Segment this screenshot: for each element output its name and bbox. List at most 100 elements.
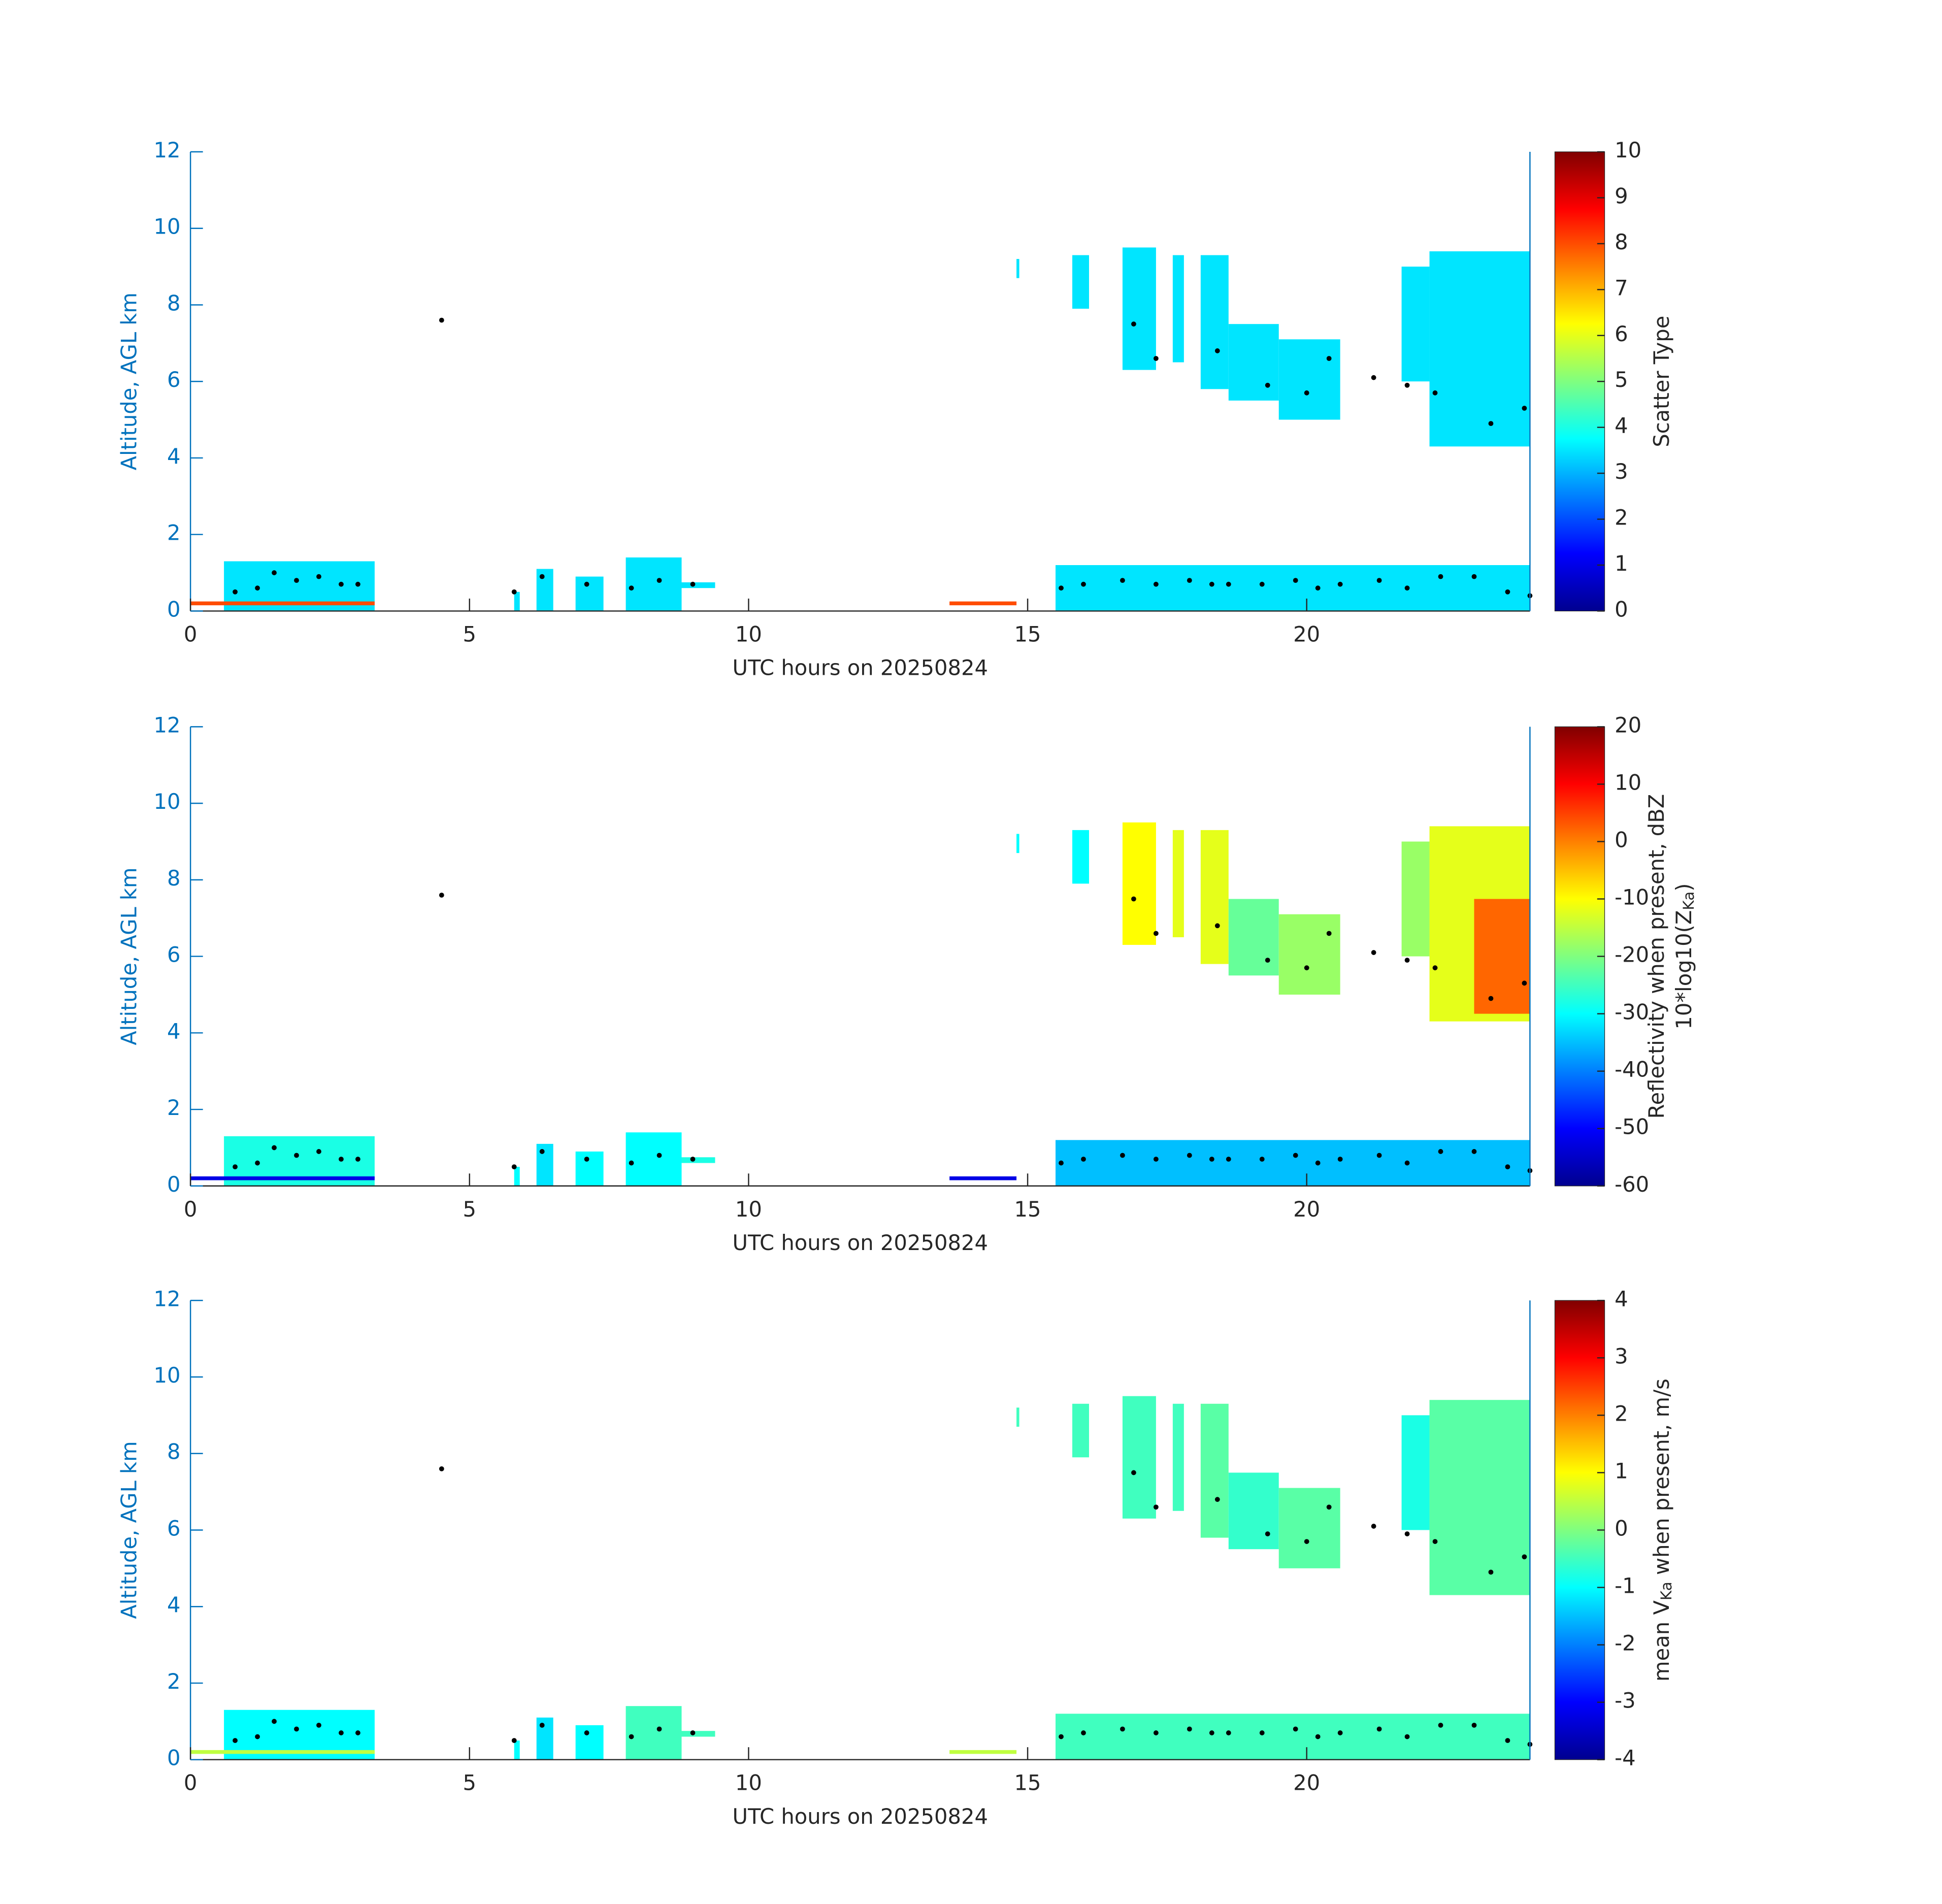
colorbar-label-part: Scatter Type [1649,316,1674,447]
cloud-base-point [629,585,634,591]
cloud-base-point [1376,1153,1382,1158]
colorbar-tick-label: -30 [1615,1000,1649,1025]
cloud-base-point [294,578,299,583]
x-axis-label: UTC hours on 20250824 [733,1230,988,1255]
data-cell [1122,1396,1156,1519]
colorbar-tick-label: 4 [1615,1286,1628,1311]
cloud-base-point [1432,390,1438,396]
cloud-base-point [272,570,277,575]
cloud-base-point [233,589,238,595]
cloud-base-point [1214,923,1220,929]
y-tick-label: 2 [167,1095,181,1120]
colorbar-tick-label: 10 [1615,138,1641,162]
y-tick-label: 8 [167,1439,181,1464]
cloud-base-point [1432,965,1438,971]
data-cell [681,1731,715,1737]
cloud-base-point [355,1730,360,1735]
data-cell [190,1176,375,1180]
colorbar-tick-label: 0 [1615,827,1628,852]
cloud-base-point [316,574,321,579]
y-tick-label: 2 [167,1669,181,1694]
x-axis-label: UTC hours on 20250824 [733,1804,988,1829]
colorbar-label-part: Ka [1658,1582,1675,1600]
colorbar-tick-label: 6 [1615,321,1628,346]
data-cell [1429,1400,1530,1595]
colorbar-tick-label: 3 [1615,1343,1628,1368]
cloud-base-point [690,1730,696,1735]
data-cell [949,1750,1017,1754]
colorbar-tick-label: 3 [1615,459,1628,484]
y-tick-label: 6 [167,1516,181,1540]
cloud-base-point [1153,931,1159,936]
data-cell [626,1132,682,1186]
cloud-base-point [439,1466,444,1471]
cloud-base-point [1326,356,1332,361]
x-tick-label: 0 [184,1197,198,1222]
cloud-base-point [1522,1554,1527,1560]
data-cell [626,1706,682,1760]
cloud-base-point [355,1157,360,1162]
data-cell [681,582,715,588]
colorbar-label: mean VKa when present, m/s [1649,1378,1675,1682]
y-tick-label: 4 [167,444,181,469]
data-cell [514,592,520,611]
colorbar-label: Reflectivity when present, dBZ [1644,794,1669,1119]
cloud-base-point [233,1164,238,1170]
cloud-base-point [1153,1504,1159,1510]
data-cell [1200,1403,1229,1538]
y-tick-label: 10 [154,1363,181,1388]
colorbar-tick-label: -50 [1615,1114,1649,1139]
cloud-base-point [1438,1149,1443,1154]
data-cell [1122,247,1156,370]
colorbar-tick-label: 1 [1615,551,1628,576]
y-tick-label: 12 [154,712,181,737]
cloud-base-point [355,581,360,587]
y-tick-label: 12 [154,138,181,162]
x-tick-label: 5 [463,1197,477,1222]
cloud-base-point [1131,896,1136,902]
cloud-base-point [1226,1730,1231,1735]
data-cell [1401,841,1430,957]
cloud-base-point [1438,574,1443,579]
cloud-base-point [272,1719,277,1724]
data-cell [1278,1488,1340,1568]
cloud-base-point [690,581,696,587]
colorbar-tick-label: -4 [1615,1746,1636,1770]
colorbar-tick-label: 9 [1615,183,1628,208]
cloud-base-point [1488,421,1494,426]
colorbar-tick-label: 5 [1615,367,1628,392]
data-cell [1016,259,1019,278]
data-cell [190,1750,375,1754]
cloud-base-point [1404,382,1410,388]
cloud-base-point [1326,931,1332,936]
data-cell [949,601,1017,606]
data-cell [1172,830,1184,937]
colorbar-label: 10*log10(ZKa) [1671,883,1697,1030]
y-tick-label: 0 [167,1746,181,1770]
x-tick-label: 20 [1293,1197,1320,1222]
cloud-base-point [1187,1153,1192,1158]
cloud-base-point [511,1738,517,1743]
colorbar-tick-label: 20 [1615,712,1641,737]
colorbar-label-part: when present, m/s [1649,1378,1674,1582]
data-cell [1429,251,1530,447]
data-cell [575,1151,604,1186]
cloud-base-point [1153,356,1159,361]
data-cell [1056,565,1530,611]
cloud-base-point [1259,581,1265,587]
cloud-base-point [539,1149,545,1154]
cloud-base-point [294,1726,299,1732]
data-cell [1172,1403,1184,1511]
cloud-base-point [1081,1157,1086,1162]
data-cell [575,576,604,611]
cloud-base-point [539,1722,545,1728]
cloud-base-point [584,1157,589,1162]
colorbar-tick-label: -40 [1615,1057,1649,1082]
cloud-base-point [1505,589,1510,595]
cloud-base-point [1337,1157,1343,1162]
cloud-base-point [1505,1164,1510,1170]
data-cell [1122,822,1156,945]
cloud-base-point [1404,1160,1410,1166]
cloud-base-point [1315,585,1321,591]
x-tick-label: 5 [463,621,477,646]
